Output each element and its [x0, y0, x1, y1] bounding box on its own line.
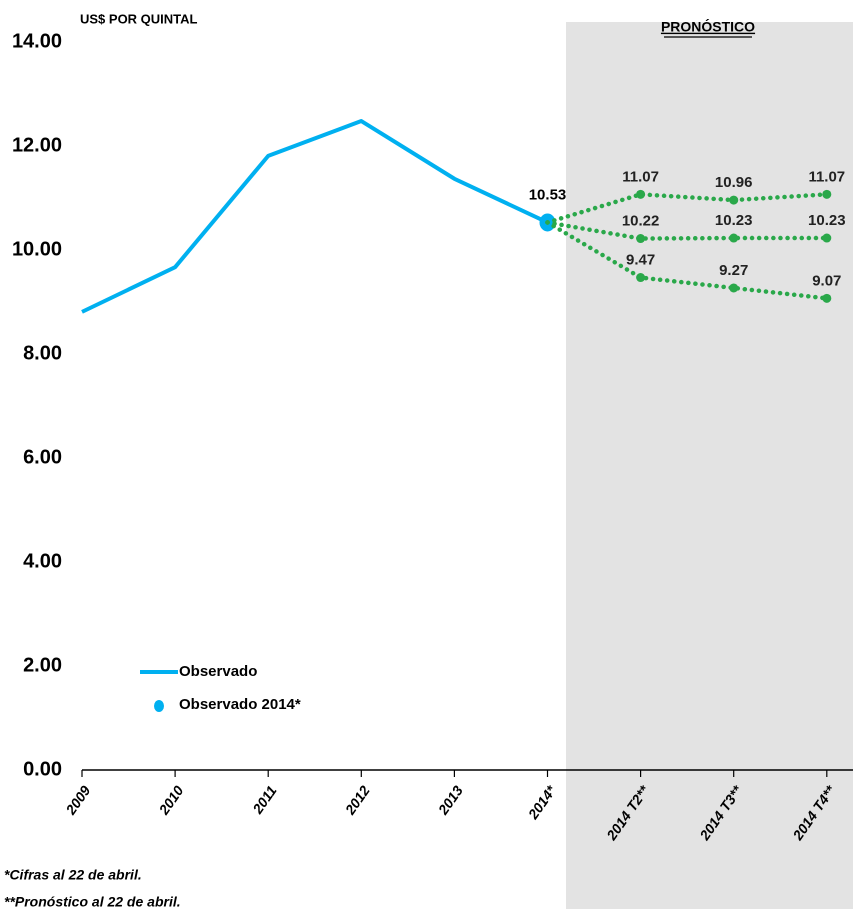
forecast-region	[566, 22, 853, 909]
data-label: 10.23	[808, 212, 846, 229]
y-tick-label: 2.00	[23, 654, 62, 676]
point	[729, 195, 739, 205]
point	[729, 283, 739, 293]
data-label: 10.53	[529, 186, 567, 203]
y-tick-label: 10.00	[12, 238, 62, 260]
x-tick-label: 2012	[341, 783, 373, 819]
forecast-line	[545, 220, 830, 301]
x-tick-label: 2014*	[524, 782, 559, 822]
x-tick-label: 2011	[249, 782, 280, 817]
legend-label: Observado 2014*	[179, 696, 301, 713]
legend-label: Observado	[179, 663, 257, 680]
x-tick-label: 2009	[62, 783, 94, 819]
y-tick-label: 4.00	[23, 550, 62, 572]
y-tick-label: 12.00	[12, 134, 62, 156]
y-tick-label: 6.00	[23, 446, 62, 468]
data-label: 11.07	[622, 168, 659, 185]
data-label: 10.23	[715, 212, 753, 229]
point	[636, 189, 646, 199]
line	[81, 119, 549, 314]
y-axis-unit: US$ POR QUINTAL	[80, 11, 198, 26]
data-label: 9.27	[719, 262, 748, 279]
forecast-label: PRONÓSTICO	[661, 18, 755, 35]
data-label: 10.96	[715, 174, 753, 191]
point	[636, 273, 646, 283]
legend-swatch	[154, 700, 164, 712]
point	[822, 293, 832, 303]
forecast-line	[545, 220, 830, 241]
point	[729, 233, 739, 243]
footnote: **Pronóstico al 22 de abril.	[4, 894, 181, 909]
x-tick-label: 2010	[155, 783, 187, 819]
data-label: 9.07	[812, 272, 841, 289]
point	[636, 234, 646, 244]
y-tick-label: 0.00	[23, 758, 62, 780]
data-label: 11.07	[808, 168, 845, 185]
data-label: 9.47	[626, 252, 655, 269]
footnote: *Cifras al 22 de abril.	[4, 867, 142, 883]
y-tick-label: 8.00	[23, 342, 62, 364]
forecast-line	[545, 192, 830, 225]
point	[822, 233, 832, 243]
point	[822, 189, 832, 199]
x-tick-label: 2013	[434, 783, 466, 819]
y-tick-label: 14.00	[12, 30, 62, 52]
data-label: 10.22	[622, 213, 660, 230]
